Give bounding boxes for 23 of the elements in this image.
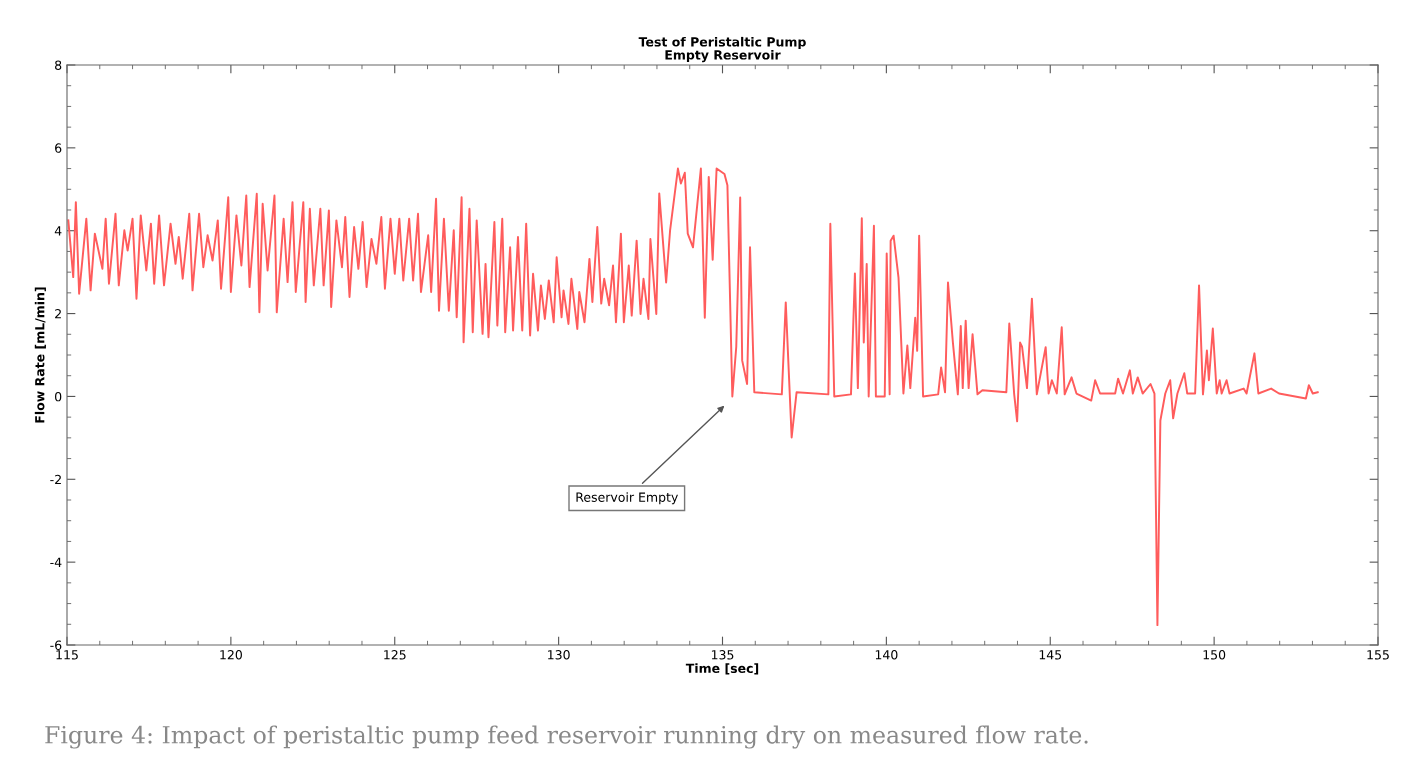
x-axis-title: Time [sec]: [685, 663, 759, 675]
line-series: [67, 167, 1319, 627]
y-tick-label: 6: [55, 143, 62, 153]
y-tick-label: -4: [50, 557, 62, 567]
y-tick-label: 4: [54, 226, 62, 236]
y-tick-label: -2: [50, 474, 61, 485]
x-tick-label: 130: [548, 650, 570, 660]
annotation: Reservoir Empty: [576, 492, 678, 505]
x-tick-label: 120: [220, 650, 242, 660]
y-tick-label: 8: [55, 60, 62, 70]
chart-title: Test of Peristaltic Pump Empty Reservoir: [638, 36, 806, 63]
x-tick-label: 150: [1203, 650, 1226, 660]
x-tick-label: 155: [1367, 650, 1389, 660]
x-tick-label: 115: [56, 650, 78, 660]
x-tick-label: 145: [1039, 650, 1062, 660]
y-tick-label: -6: [50, 640, 62, 650]
x-tick-label: 125: [384, 650, 406, 660]
caption: Figure 4: Impact of peristaltic pump feed reservoir running dry on measured flow rate.: [45, 725, 1088, 749]
x-tick-label: 140: [875, 650, 898, 660]
y-tick-label: 0: [55, 391, 62, 402]
y-tick-label: 2: [55, 309, 61, 319]
x-tick-label: 135: [711, 650, 734, 660]
y-axis-title: Flow Rate [mL/min]: [34, 287, 46, 423]
